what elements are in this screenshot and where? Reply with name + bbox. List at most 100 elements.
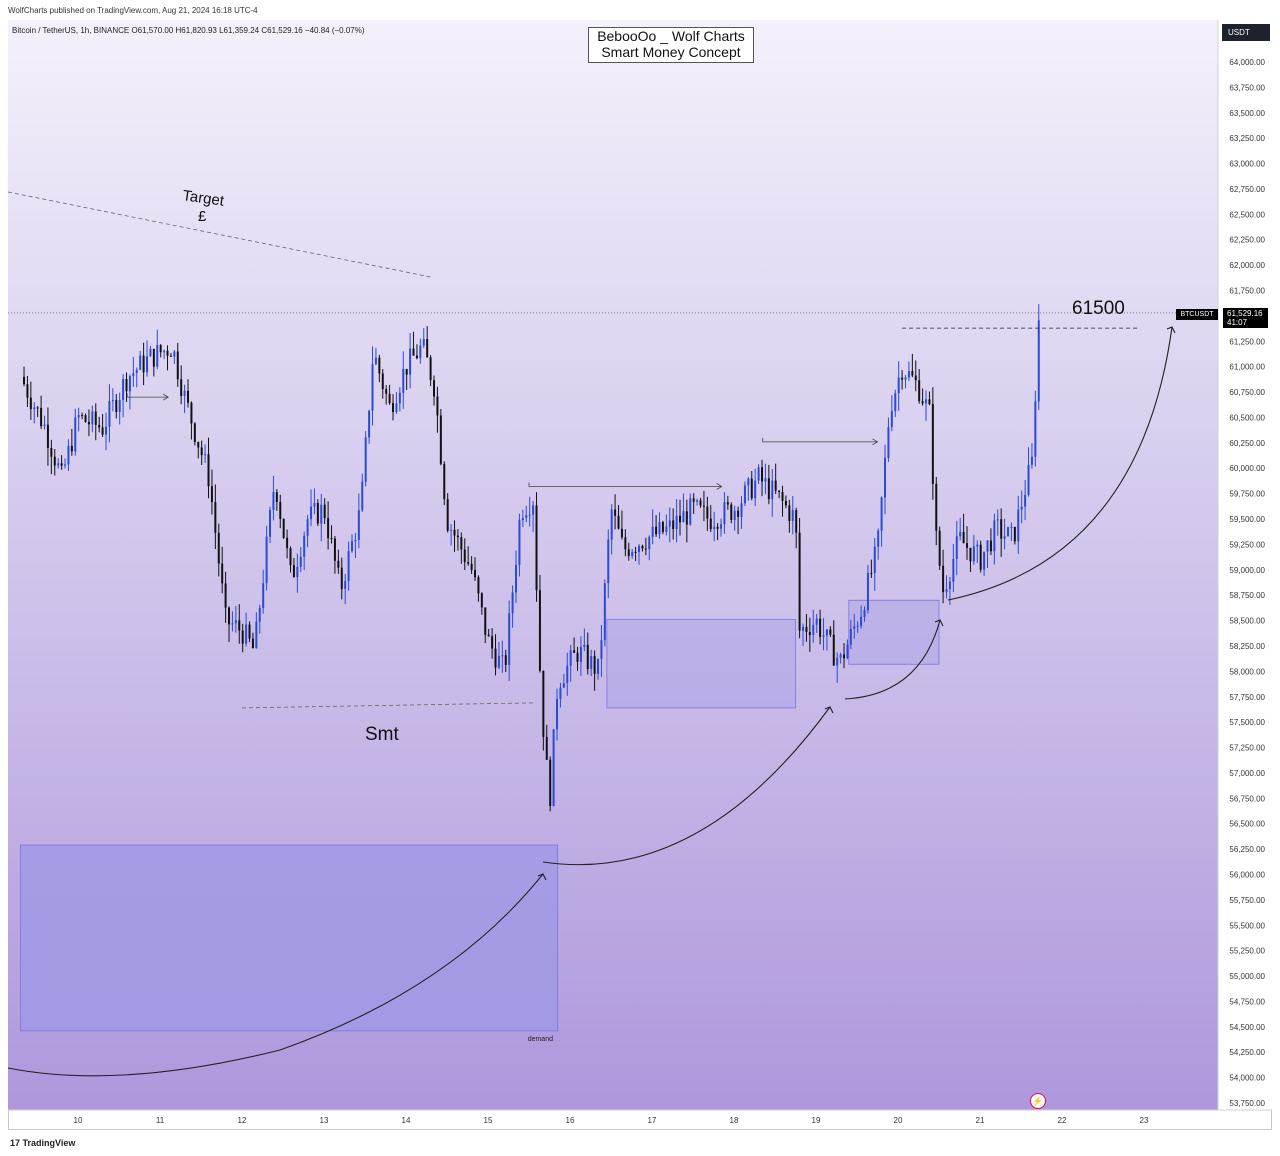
candle-body — [549, 759, 552, 806]
candle-body — [846, 644, 849, 659]
candle-body — [679, 515, 682, 523]
candle-body — [279, 502, 282, 519]
candle-body — [798, 532, 801, 631]
y-tick-label: 63,500.00 — [1229, 109, 1265, 118]
candle-body — [914, 375, 917, 381]
bos-arrow — [126, 393, 169, 401]
candle-body — [1034, 401, 1037, 457]
candle-body — [122, 379, 125, 400]
candle-body — [945, 589, 948, 593]
y-tick-label: 58,000.00 — [1229, 667, 1265, 676]
y-tick-label: 59,000.00 — [1229, 566, 1265, 575]
candle-body — [972, 546, 975, 562]
candle-body — [812, 624, 815, 635]
candle-body — [600, 640, 603, 659]
candle-body — [515, 564, 518, 593]
candle-body — [631, 551, 634, 557]
candle-body — [750, 478, 753, 499]
candle-body — [456, 535, 459, 538]
y-tick-label: 62,000.00 — [1229, 261, 1265, 270]
candle-body — [952, 558, 955, 582]
y-tick-label: 54,250.00 — [1229, 1048, 1265, 1057]
currency-badge[interactable]: USDT — [1222, 24, 1270, 41]
candle-body — [511, 592, 514, 614]
y-tick-label: 62,250.00 — [1229, 236, 1265, 245]
candle-body — [860, 616, 863, 626]
candle-body — [603, 583, 606, 641]
candle-body — [1037, 320, 1040, 402]
candle-body — [685, 511, 688, 525]
candle-body — [347, 551, 350, 582]
candle-body — [433, 380, 436, 397]
candle-body — [306, 519, 309, 536]
candle-body — [210, 486, 213, 503]
candle-body — [385, 389, 388, 394]
tradingview-logo[interactable]: 17 TradingView — [10, 1138, 75, 1148]
candle-body — [1024, 494, 1027, 507]
candle-body — [880, 497, 883, 531]
candle-body — [351, 541, 354, 552]
candle-body — [901, 377, 904, 380]
candle-body — [583, 644, 586, 647]
candle-body — [897, 377, 900, 394]
candle-body — [354, 540, 357, 542]
candle-body — [925, 399, 928, 404]
x-tick-label: 13 — [320, 1116, 329, 1125]
candle-body — [292, 565, 295, 578]
brand-label: TradingView — [22, 1138, 76, 1148]
candle-body — [996, 519, 999, 521]
candle-body — [463, 549, 466, 563]
candle-body — [221, 563, 224, 584]
candle-body — [497, 655, 500, 668]
y-tick-label: 55,500.00 — [1229, 921, 1265, 930]
candle-body — [805, 626, 808, 632]
projection-curve — [542, 706, 831, 866]
candle-body — [474, 569, 477, 578]
y-tick-label: 61,000.00 — [1229, 363, 1265, 372]
x-tick-label: 15 — [484, 1116, 493, 1125]
candle-body — [627, 549, 630, 557]
candle-body — [911, 371, 914, 376]
x-tick-label: 18 — [730, 1116, 739, 1125]
candle-body — [460, 537, 463, 550]
candle-body — [614, 509, 617, 516]
x-tick-label: 12 — [238, 1116, 247, 1125]
candle-body — [368, 410, 371, 438]
candle-body — [508, 613, 511, 665]
candle-body — [822, 635, 825, 637]
candle-body — [265, 536, 268, 584]
candle-body — [214, 502, 217, 533]
candle-body — [333, 538, 336, 561]
candle-body — [327, 518, 330, 539]
title-line-1: BebooOo _ Wolf Charts — [597, 28, 745, 44]
candle-body — [142, 355, 145, 373]
title-line-2: Smart Money Concept — [601, 44, 741, 60]
candle-body — [740, 503, 743, 517]
y-tick-label: 53,750.00 — [1229, 1099, 1265, 1108]
candle-body — [169, 355, 172, 357]
lightning-icon[interactable]: ⚡ — [1030, 1093, 1046, 1109]
candle-body — [870, 572, 873, 574]
candle-body — [573, 650, 576, 653]
candle-body — [569, 650, 572, 666]
candle-body — [907, 371, 910, 378]
y-tick-label: 55,250.00 — [1229, 947, 1265, 956]
projection-curve — [844, 619, 941, 700]
candle-body — [1017, 509, 1020, 542]
candle-body — [665, 526, 668, 532]
candle-body — [774, 480, 777, 491]
candle-body — [234, 620, 237, 624]
candle-body — [132, 372, 135, 377]
candle-body — [217, 532, 220, 564]
candle-body — [713, 526, 716, 530]
candle-body — [562, 683, 565, 688]
candle-body — [692, 498, 695, 502]
x-tick-label: 19 — [812, 1116, 821, 1125]
candle-body — [552, 729, 555, 806]
candle-body — [282, 518, 285, 538]
zone-box — [20, 844, 559, 1032]
candle-body — [251, 638, 254, 649]
candle-body — [395, 403, 398, 413]
candle-body — [815, 618, 818, 625]
